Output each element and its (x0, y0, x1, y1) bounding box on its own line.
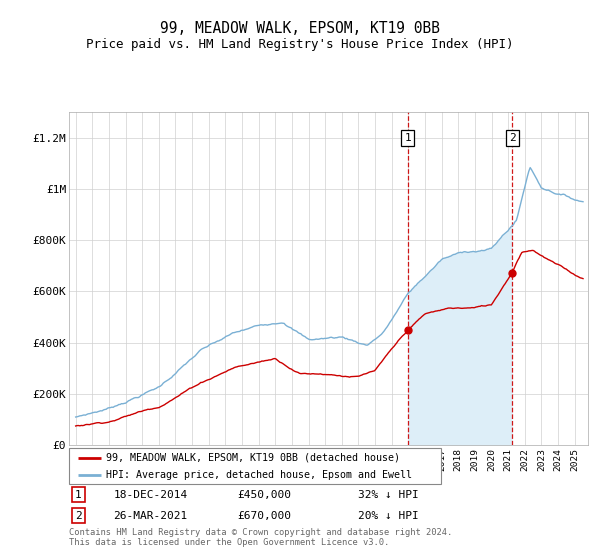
Text: 2: 2 (509, 133, 515, 143)
Text: HPI: Average price, detached house, Epsom and Ewell: HPI: Average price, detached house, Epso… (106, 470, 412, 479)
Text: 32% ↓ HPI: 32% ↓ HPI (358, 489, 419, 500)
Text: 99, MEADOW WALK, EPSOM, KT19 0BB (detached house): 99, MEADOW WALK, EPSOM, KT19 0BB (detach… (106, 453, 400, 463)
Text: Contains HM Land Registry data © Crown copyright and database right 2024.
This d: Contains HM Land Registry data © Crown c… (69, 528, 452, 548)
Text: 2: 2 (75, 511, 82, 521)
Text: £670,000: £670,000 (237, 511, 291, 521)
Text: 26-MAR-2021: 26-MAR-2021 (113, 511, 188, 521)
Text: 1: 1 (75, 489, 82, 500)
FancyBboxPatch shape (69, 448, 441, 484)
Text: 18-DEC-2014: 18-DEC-2014 (113, 489, 188, 500)
Text: 99, MEADOW WALK, EPSOM, KT19 0BB: 99, MEADOW WALK, EPSOM, KT19 0BB (160, 21, 440, 36)
Text: 1: 1 (404, 133, 411, 143)
Text: Price paid vs. HM Land Registry's House Price Index (HPI): Price paid vs. HM Land Registry's House … (86, 38, 514, 50)
Text: 20% ↓ HPI: 20% ↓ HPI (358, 511, 419, 521)
Text: £450,000: £450,000 (237, 489, 291, 500)
